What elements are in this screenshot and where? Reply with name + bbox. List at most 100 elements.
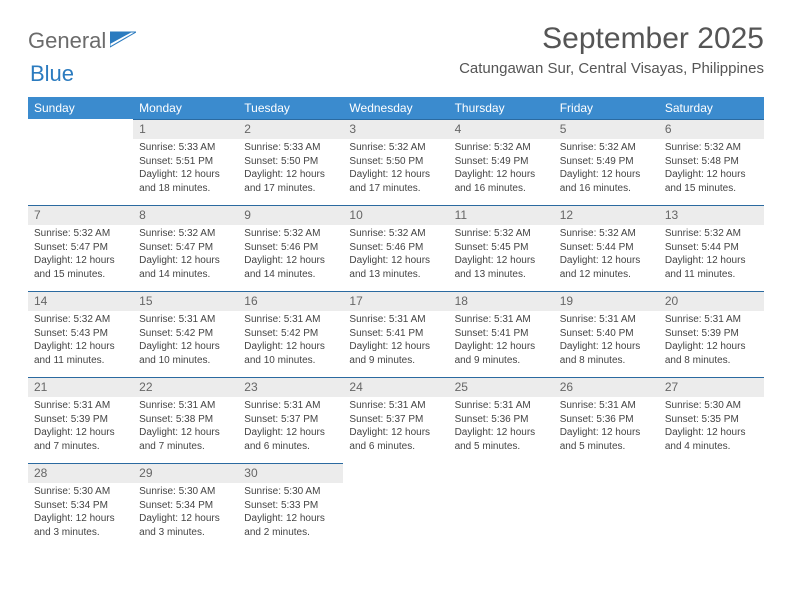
daylight-text: Daylight: 12 hours <box>244 341 337 354</box>
daylight-text: and 2 minutes. <box>244 527 337 540</box>
daylight-text: and 10 minutes. <box>244 355 337 368</box>
sunset-text: Sunset: 5:50 PM <box>349 156 442 169</box>
daylight-text: Daylight: 12 hours <box>455 341 548 354</box>
day-details: Sunrise: 5:31 AMSunset: 5:38 PMDaylight:… <box>133 397 238 458</box>
day-details: Sunrise: 5:32 AMSunset: 5:45 PMDaylight:… <box>449 225 554 286</box>
daylight-text: and 18 minutes. <box>139 183 232 196</box>
day-details: Sunrise: 5:30 AMSunset: 5:34 PMDaylight:… <box>133 483 238 544</box>
daylight-text: Daylight: 12 hours <box>455 427 548 440</box>
day-details: Sunrise: 5:31 AMSunset: 5:42 PMDaylight:… <box>133 311 238 372</box>
daylight-text: Daylight: 12 hours <box>665 169 758 182</box>
daylight-text: Daylight: 12 hours <box>455 255 548 268</box>
daylight-text: and 3 minutes. <box>34 527 127 540</box>
day-number: 5 <box>554 119 659 139</box>
sunset-text: Sunset: 5:42 PM <box>244 328 337 341</box>
calendar-day-cell: 5Sunrise: 5:32 AMSunset: 5:49 PMDaylight… <box>554 119 659 205</box>
sunset-text: Sunset: 5:44 PM <box>560 242 653 255</box>
day-details: Sunrise: 5:31 AMSunset: 5:39 PMDaylight:… <box>659 311 764 372</box>
daylight-text: and 13 minutes. <box>349 269 442 282</box>
daylight-text: and 5 minutes. <box>560 441 653 454</box>
sunrise-text: Sunrise: 5:30 AM <box>244 486 337 499</box>
day-number: 10 <box>343 205 448 225</box>
calendar-day-cell: 26Sunrise: 5:31 AMSunset: 5:36 PMDayligh… <box>554 377 659 463</box>
brand-general: General <box>28 28 106 54</box>
sunrise-text: Sunrise: 5:33 AM <box>244 142 337 155</box>
sunset-text: Sunset: 5:36 PM <box>560 414 653 427</box>
day-number: 19 <box>554 291 659 311</box>
sunset-text: Sunset: 5:39 PM <box>34 414 127 427</box>
sunrise-text: Sunrise: 5:32 AM <box>665 228 758 241</box>
daylight-text: and 7 minutes. <box>34 441 127 454</box>
daylight-text: Daylight: 12 hours <box>244 169 337 182</box>
sunrise-text: Sunrise: 5:31 AM <box>349 400 442 413</box>
daylight-text: Daylight: 12 hours <box>560 169 653 182</box>
day-number: 12 <box>554 205 659 225</box>
daylight-text: and 9 minutes. <box>455 355 548 368</box>
sunrise-text: Sunrise: 5:31 AM <box>244 314 337 327</box>
day-details: Sunrise: 5:32 AMSunset: 5:43 PMDaylight:… <box>28 311 133 372</box>
calendar-day-cell <box>28 119 133 205</box>
calendar-day-cell: 15Sunrise: 5:31 AMSunset: 5:42 PMDayligh… <box>133 291 238 377</box>
calendar-day-cell: 2 Sunrise: 5:33 AMSunset: 5:50 PMDaylight… <box>238 119 343 205</box>
calendar-day-cell: 29Sunrise: 5:30 AMSunset: 5:34 PMDayligh… <box>133 463 238 549</box>
calendar-day-cell: 24Sunrise: 5:31 AMSunset: 5:37 PMDayligh… <box>343 377 448 463</box>
sunset-text: Sunset: 5:46 PM <box>244 242 337 255</box>
day-details: Sunrise: 5:32 AMSunset: 5:44 PMDaylight:… <box>554 225 659 286</box>
calendar-day-cell <box>659 463 764 549</box>
sunset-text: Sunset: 5:50 PM <box>244 156 337 169</box>
calendar-day-cell: 18Sunrise: 5:31 AMSunset: 5:41 PMDayligh… <box>449 291 554 377</box>
day-details: Sunrise: 5:32 AMSunset: 5:44 PMDaylight:… <box>659 225 764 286</box>
sunrise-text: Sunrise: 5:32 AM <box>560 228 653 241</box>
sunrise-text: Sunrise: 5:32 AM <box>560 142 653 155</box>
sunrise-text: Sunrise: 5:30 AM <box>665 400 758 413</box>
day-number: 25 <box>449 377 554 397</box>
day-number: 4 <box>449 119 554 139</box>
daylight-text: and 11 minutes. <box>665 269 758 282</box>
day-number: 11 <box>449 205 554 225</box>
sunrise-text: Sunrise: 5:31 AM <box>455 400 548 413</box>
calendar-week-row: 21Sunrise: 5:31 AMSunset: 5:39 PMDayligh… <box>28 377 764 463</box>
sunrise-text: Sunrise: 5:31 AM <box>349 314 442 327</box>
calendar-day-cell: 20Sunrise: 5:31 AMSunset: 5:39 PMDayligh… <box>659 291 764 377</box>
calendar-week-row: 14Sunrise: 5:32 AMSunset: 5:43 PMDayligh… <box>28 291 764 377</box>
day-number: 27 <box>659 377 764 397</box>
daylight-text: Daylight: 12 hours <box>34 513 127 526</box>
day-details: Sunrise: 5:32 AMSunset: 5:48 PMDaylight:… <box>659 139 764 200</box>
sunset-text: Sunset: 5:37 PM <box>349 414 442 427</box>
weekday-header: Tuesday <box>238 97 343 119</box>
sunset-text: Sunset: 5:34 PM <box>139 500 232 513</box>
daylight-text: and 5 minutes. <box>455 441 548 454</box>
brand-logo: General <box>28 28 138 54</box>
sunset-text: Sunset: 5:51 PM <box>139 156 232 169</box>
calendar-week-row: 28Sunrise: 5:30 AMSunset: 5:34 PMDayligh… <box>28 463 764 549</box>
calendar-week-row: 1Sunrise: 5:33 AMSunset: 5:51 PMDaylight… <box>28 119 764 205</box>
daylight-text: and 16 minutes. <box>455 183 548 196</box>
calendar-day-cell: 21Sunrise: 5:31 AMSunset: 5:39 PMDayligh… <box>28 377 133 463</box>
day-details: Sunrise: 5:32 AMSunset: 5:49 PMDaylight:… <box>554 139 659 200</box>
daylight-text: Daylight: 12 hours <box>139 513 232 526</box>
day-number: 2 <box>238 119 343 139</box>
day-number: 15 <box>133 291 238 311</box>
calendar-day-cell: 28Sunrise: 5:30 AMSunset: 5:34 PMDayligh… <box>28 463 133 549</box>
sunset-text: Sunset: 5:45 PM <box>455 242 548 255</box>
day-number: 13 <box>659 205 764 225</box>
sunrise-text: Sunrise: 5:30 AM <box>139 486 232 499</box>
sunset-text: Sunset: 5:38 PM <box>139 414 232 427</box>
calendar-day-cell: 30Sunrise: 5:30 AMSunset: 5:33 PMDayligh… <box>238 463 343 549</box>
daylight-text: Daylight: 12 hours <box>139 255 232 268</box>
brand-blue: Blue <box>30 61 74 86</box>
calendar-day-cell: 13Sunrise: 5:32 AMSunset: 5:44 PMDayligh… <box>659 205 764 291</box>
day-details: Sunrise: 5:31 AMSunset: 5:40 PMDaylight:… <box>554 311 659 372</box>
day-number: 30 <box>238 463 343 483</box>
sunrise-text: Sunrise: 5:32 AM <box>244 228 337 241</box>
sunset-text: Sunset: 5:34 PM <box>34 500 127 513</box>
sunset-text: Sunset: 5:48 PM <box>665 156 758 169</box>
calendar-day-cell: 17Sunrise: 5:31 AMSunset: 5:41 PMDayligh… <box>343 291 448 377</box>
month-title: September 2025 <box>459 22 764 56</box>
day-number: 29 <box>133 463 238 483</box>
calendar-day-cell: 1Sunrise: 5:33 AMSunset: 5:51 PMDaylight… <box>133 119 238 205</box>
day-number: 7 <box>28 205 133 225</box>
weekday-header: Monday <box>133 97 238 119</box>
day-number: 14 <box>28 291 133 311</box>
title-area: September 2025 Catungawan Sur, Central V… <box>459 22 764 77</box>
